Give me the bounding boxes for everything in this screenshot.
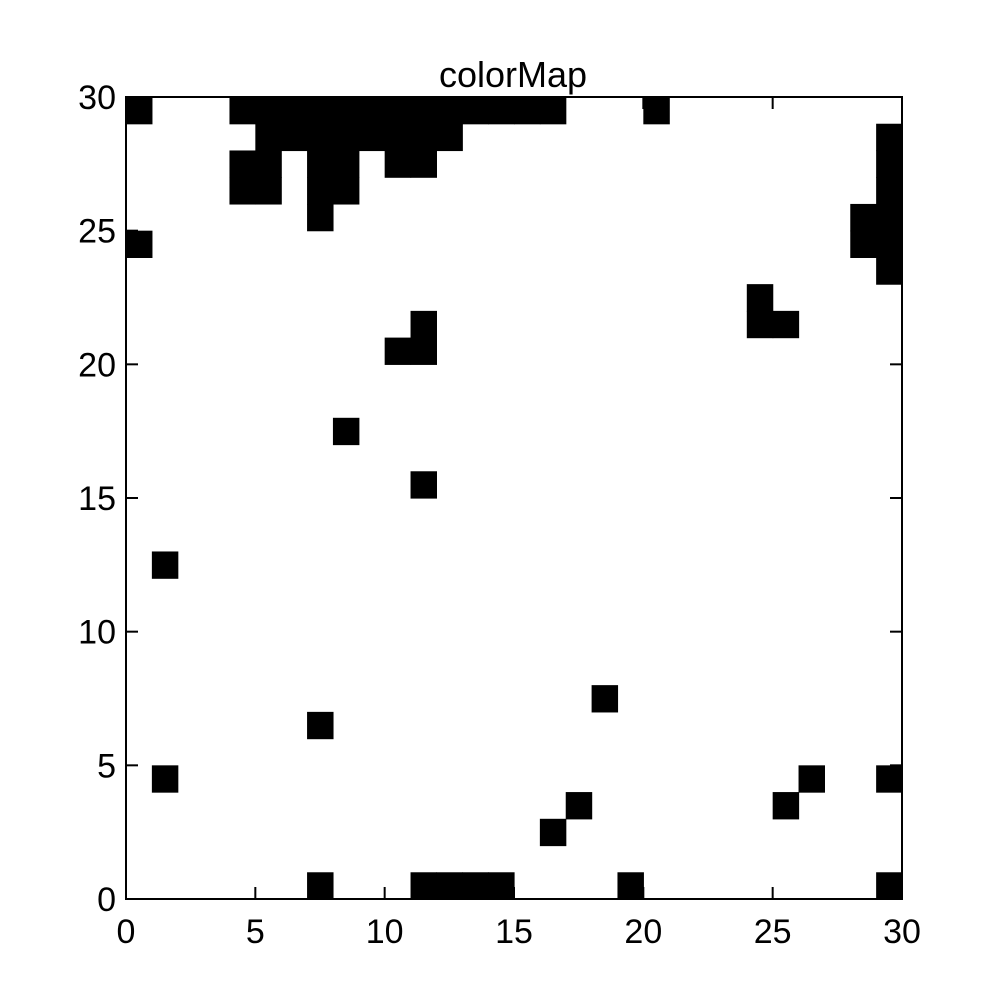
- heatmap-cell: [307, 150, 334, 178]
- x-tick-label: 30: [883, 913, 921, 951]
- y-tick-label: 25: [78, 213, 116, 251]
- y-tick-label: 20: [78, 346, 116, 384]
- heatmap-cell: [410, 872, 437, 900]
- x-tick-label: 0: [117, 913, 136, 951]
- heatmap-cell: [746, 310, 774, 339]
- heatmap-cell: [255, 123, 282, 152]
- y-tick-label: 5: [97, 747, 116, 785]
- heatmap-cell: [281, 123, 308, 152]
- heatmap-cell: [488, 97, 515, 125]
- heatmap-cell: [307, 97, 334, 125]
- heatmap-cell: [255, 150, 282, 178]
- heatmap-cell: [876, 177, 903, 205]
- heatmap-cell: [307, 872, 334, 900]
- heatmap-cell: [358, 123, 386, 152]
- heatmap-cell: [462, 872, 489, 900]
- heatmap-cell: [229, 150, 256, 178]
- heatmap-cell: [151, 551, 179, 579]
- heatmap-cell: [384, 123, 412, 152]
- heatmap-cell: [876, 203, 903, 232]
- heatmap-cell: [772, 792, 800, 820]
- heatmap-cell: [332, 177, 360, 205]
- x-axis-tick-labels: 0 5 10 15 20 25 30: [117, 913, 921, 951]
- heatmap-cell: [876, 257, 903, 285]
- heatmap-cell: [514, 97, 541, 125]
- heatmap-cell: [384, 337, 412, 365]
- heatmap-cell: [332, 123, 360, 152]
- heatmap-cell: [332, 417, 360, 446]
- cell-layer: [126, 97, 903, 900]
- heatmap-cell: [565, 792, 593, 820]
- heatmap-cell: [436, 123, 463, 152]
- heatmap-cell: [358, 97, 386, 125]
- y-tick-label: 0: [97, 881, 116, 919]
- heatmap-cell: [384, 150, 412, 178]
- heatmap-cell: [643, 97, 670, 125]
- x-tick-label: 15: [495, 913, 533, 951]
- heatmap-cell: [384, 97, 412, 125]
- heatmap-cell: [539, 818, 567, 847]
- heatmap-cell: [876, 230, 903, 258]
- heatmap-cell: [410, 471, 437, 499]
- heatmap-cell: [229, 97, 256, 125]
- heatmap-cell: [539, 97, 567, 125]
- plot-area-frame: [125, 96, 903, 900]
- heatmap-cell: [850, 203, 877, 232]
- heatmap-cell: [436, 872, 463, 900]
- heatmap-cell: [281, 97, 308, 125]
- heatmap-cell: [772, 310, 800, 339]
- y-tick-label: 15: [78, 480, 116, 518]
- heatmap-cell: [876, 123, 903, 152]
- heatmap-cell: [488, 872, 515, 900]
- y-axis-tick-labels: 0 5 10 15 20 25 30: [78, 79, 116, 919]
- heatmap-cell: [410, 123, 437, 152]
- heatmap-cell: [307, 177, 334, 205]
- heatmap-cell: [307, 203, 334, 232]
- heatmap-cell: [850, 230, 877, 258]
- heatmap-cell: [410, 150, 437, 178]
- heatmap-cell: [746, 284, 774, 312]
- x-tick-label: 20: [624, 913, 662, 951]
- heatmap-cell: [876, 872, 903, 900]
- x-tick-label: 5: [246, 913, 265, 951]
- heatmap-cell: [410, 97, 437, 125]
- heatmap-cell: [462, 97, 489, 125]
- heatmap-cell: [126, 230, 153, 258]
- chart-title: colorMap: [439, 54, 587, 95]
- heatmap-cell: [410, 310, 437, 339]
- heatmap-cell: [126, 97, 153, 125]
- heatmap-cell: [876, 150, 903, 178]
- y-tick-label: 10: [78, 614, 116, 652]
- heatmap-cell: [307, 123, 334, 152]
- heatmap-cell: [617, 872, 644, 900]
- heatmap-cell: [591, 685, 619, 713]
- heatmap-cell: [255, 177, 282, 205]
- heatmap-cell: [332, 97, 360, 125]
- x-tick-label: 25: [754, 913, 792, 951]
- heatmap-cell: [151, 765, 179, 793]
- heatmap-cell: [436, 97, 463, 125]
- axis-ticks: [125, 96, 903, 900]
- heatmap-cell: [307, 711, 334, 740]
- heatmap-cell: [332, 150, 360, 178]
- y-tick-label: 30: [78, 79, 116, 117]
- heatmap-cell: [410, 337, 437, 365]
- heatmap-cell: [798, 765, 825, 793]
- x-tick-label: 10: [366, 913, 404, 951]
- heatmap-cell: [876, 765, 903, 793]
- heatmap-cell: [229, 177, 256, 205]
- heatmap-cell: [255, 97, 282, 125]
